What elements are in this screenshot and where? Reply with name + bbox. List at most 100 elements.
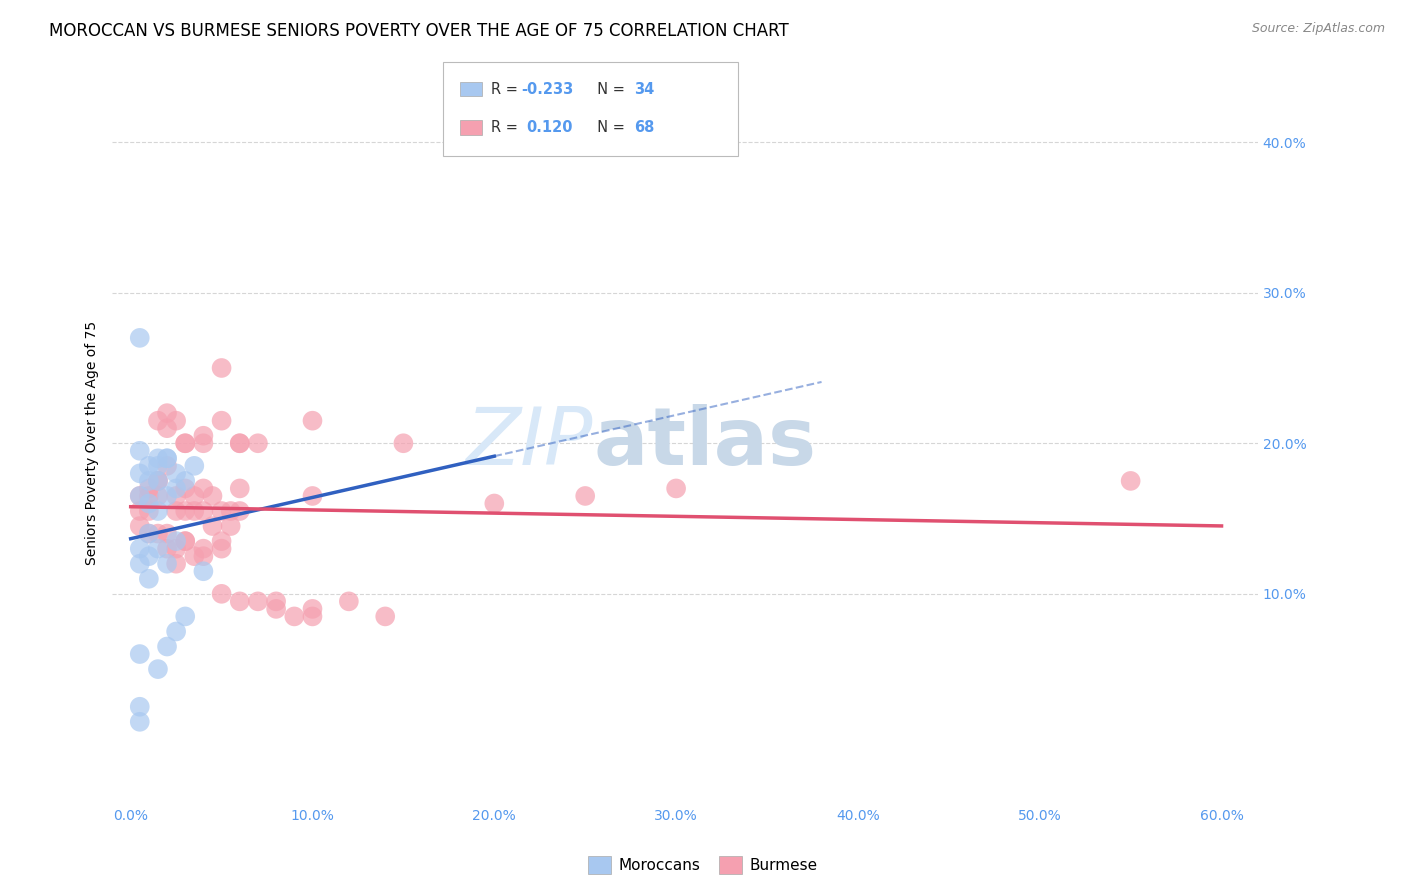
Point [211, 361, 233, 376]
Point [211, 534, 233, 549]
Point [128, 699, 150, 714]
Text: N =: N = [588, 120, 630, 135]
Point [229, 436, 252, 450]
Point [156, 458, 179, 473]
Point [146, 458, 169, 473]
Point [128, 443, 150, 458]
Point [174, 504, 197, 518]
Point [156, 557, 179, 571]
Point [201, 489, 224, 503]
Point [264, 602, 287, 616]
Point [211, 504, 233, 518]
Point [128, 504, 150, 518]
Point [193, 541, 215, 556]
Point [165, 534, 187, 549]
Point [193, 504, 215, 518]
Text: 68: 68 [634, 120, 654, 135]
Point [138, 489, 160, 503]
Point [174, 436, 197, 450]
Point [183, 504, 205, 518]
Point [138, 482, 160, 496]
Point [156, 640, 179, 654]
Point [193, 564, 215, 578]
Point [156, 489, 179, 503]
Point [337, 594, 360, 608]
Point [219, 519, 242, 533]
Point [146, 474, 169, 488]
Point [165, 489, 187, 503]
Text: -0.233: -0.233 [522, 82, 574, 96]
Point [128, 647, 150, 661]
Text: ZIP: ZIP [467, 404, 593, 483]
Point [128, 489, 150, 503]
Point [201, 519, 224, 533]
Point [392, 436, 415, 450]
Point [301, 609, 323, 624]
Point [146, 526, 169, 541]
Point [156, 421, 179, 435]
Point [229, 594, 252, 608]
Point [156, 406, 179, 420]
Point [665, 482, 688, 496]
Point [165, 482, 187, 496]
Point [229, 504, 252, 518]
Point [211, 587, 233, 601]
Point [165, 624, 187, 639]
Point [128, 331, 150, 345]
Point [165, 504, 187, 518]
Point [138, 458, 160, 473]
Point [193, 436, 215, 450]
Point [156, 526, 179, 541]
Point [246, 436, 269, 450]
Point [264, 594, 287, 608]
Point [146, 474, 169, 488]
Point [174, 482, 197, 496]
Point [211, 541, 233, 556]
Point [146, 474, 169, 488]
Point [138, 504, 160, 518]
Legend: Moroccans, Burmese: Moroccans, Burmese [582, 850, 824, 880]
Text: 0.120: 0.120 [526, 120, 572, 135]
Point [138, 496, 160, 510]
Point [138, 526, 160, 541]
Point [174, 534, 197, 549]
Point [138, 526, 160, 541]
Point [165, 541, 187, 556]
Text: R =: R = [491, 120, 522, 135]
Point [146, 451, 169, 466]
Text: 34: 34 [634, 82, 654, 96]
Point [138, 474, 160, 488]
Point [193, 549, 215, 564]
Point [301, 489, 323, 503]
Point [183, 458, 205, 473]
Point [165, 557, 187, 571]
Point [174, 534, 197, 549]
Point [183, 489, 205, 503]
Point [193, 428, 215, 442]
Point [174, 436, 197, 450]
Point [246, 594, 269, 608]
Point [165, 414, 187, 428]
Point [128, 541, 150, 556]
Point [301, 602, 323, 616]
Point [174, 474, 197, 488]
Point [1119, 474, 1142, 488]
Point [128, 467, 150, 481]
Point [146, 504, 169, 518]
Point [156, 541, 179, 556]
Point [128, 489, 150, 503]
Point [146, 489, 169, 503]
Point [128, 714, 150, 729]
Point [174, 609, 197, 624]
Point [156, 451, 179, 466]
Point [374, 609, 396, 624]
Point [138, 572, 160, 586]
Point [229, 482, 252, 496]
Text: N =: N = [588, 82, 630, 96]
Point [165, 467, 187, 481]
Point [128, 557, 150, 571]
Y-axis label: Seniors Poverty Over the Age of 75: Seniors Poverty Over the Age of 75 [86, 321, 100, 566]
Point [574, 489, 596, 503]
Point [229, 436, 252, 450]
Point [484, 496, 506, 510]
